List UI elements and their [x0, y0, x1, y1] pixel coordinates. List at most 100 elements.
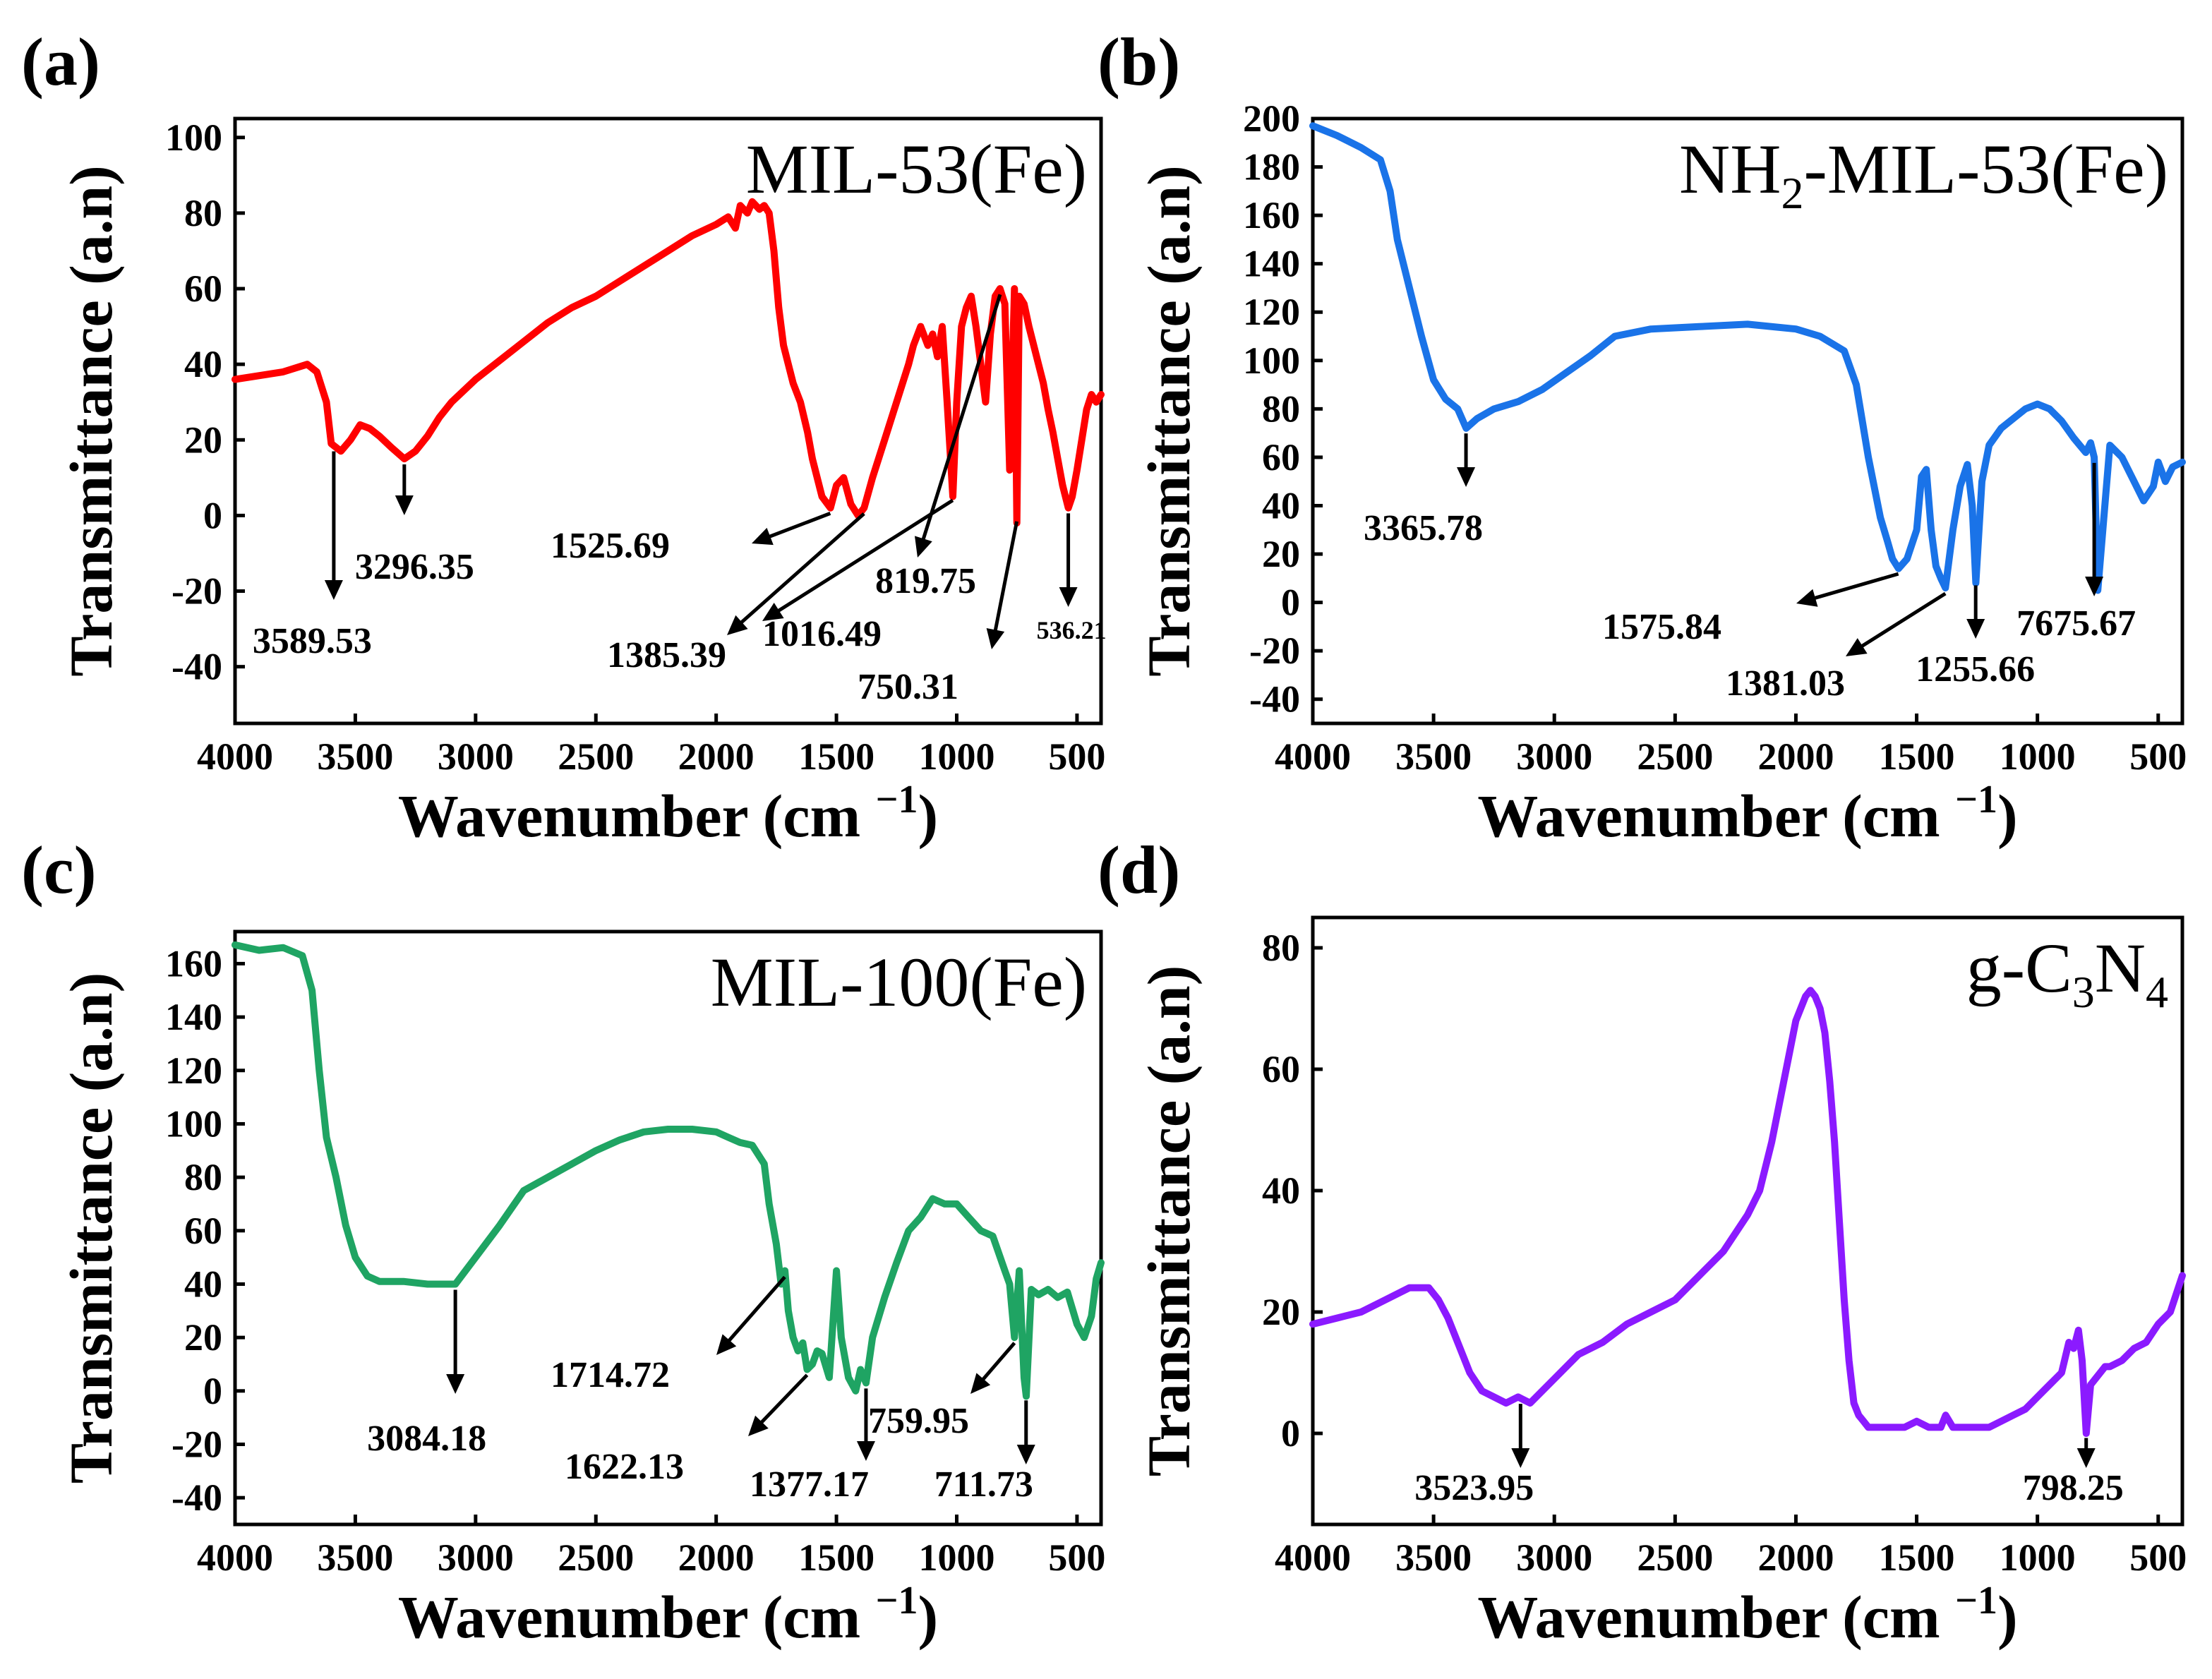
x-axis-label-superscript: −1	[1955, 778, 1997, 822]
y-tick-label: 180	[1243, 146, 1300, 188]
x-tick-label: 2000	[1757, 1536, 1834, 1579]
peak-annotation-label: 1385.39	[607, 635, 726, 675]
x-axis-label-close: )	[918, 1583, 939, 1651]
peak-annotation-label: 819.75	[875, 561, 976, 601]
x-tick-label: 500	[1048, 1536, 1105, 1579]
y-tick-label: 120	[165, 1049, 222, 1092]
x-tick-label: 2000	[678, 1536, 755, 1579]
spectrum-line-a	[232, 198, 1105, 527]
annotation-arrow	[757, 1373, 809, 1428]
y-tick-label: -40	[172, 646, 222, 688]
annotation-arrowhead	[1511, 1448, 1530, 1468]
plot-frame	[233, 116, 1103, 726]
x-tick-label: 1000	[2000, 1536, 2076, 1579]
annotation-arrowhead	[762, 603, 784, 621]
x-axis-label: Wavenumber (cm −1)	[1477, 1579, 2017, 1651]
panel-b: (b)4000 3500 3000 2500 2000 1500 1000 500-40-20…	[1098, 24, 2187, 850]
x-tick-label: 1000	[2000, 735, 2076, 778]
panel-label: (a)	[21, 24, 100, 100]
y-tick-label: 60	[184, 1210, 222, 1252]
y-tick-label: -20	[172, 1423, 222, 1465]
sample-title-part: MIL-100(Fe)	[711, 943, 1087, 1021]
annotation-arrow	[978, 1342, 1016, 1385]
x-axis-label-text: Wavenumber (cm	[398, 1583, 876, 1651]
panel-c: (c)4000 3500 3000 2500 2000 1500 1000 500-40-20…	[21, 832, 1105, 1651]
y-tick-label: -20	[1249, 630, 1300, 672]
annotation-arrow	[764, 512, 831, 541]
sample-title-part: g-C	[1966, 929, 2072, 1007]
x-axis-label-superscript: −1	[876, 1579, 918, 1623]
sample-title-subscript: 2	[1781, 168, 1803, 218]
y-tick-label: 80	[184, 192, 222, 234]
annotation-arrow	[992, 521, 1019, 636]
x-tick-label: 2500	[1637, 1536, 1713, 1579]
x-tick-label: 4000	[1275, 735, 1351, 778]
y-tick-label: 120	[1243, 291, 1300, 333]
x-axis-label-superscript: −1	[1955, 1579, 1997, 1623]
y-tick-label: 160	[1243, 194, 1300, 236]
x-tick-label: 500	[2129, 735, 2187, 778]
x-axis-label: Wavenumber (cm −1)	[398, 778, 938, 850]
peak-annotation-label: 711.73	[934, 1464, 1033, 1505]
panel-label: (c)	[21, 832, 97, 908]
annotation-arrow	[1809, 572, 1899, 601]
x-tick-label: 1500	[1879, 735, 1955, 778]
annotation-arrow	[920, 294, 1002, 545]
y-tick-label: 200	[1243, 97, 1300, 140]
annotation-arrowhead	[1457, 467, 1476, 487]
y-axis-label: Transmittance (a.n)	[57, 165, 125, 677]
x-tick-label: 3000	[1516, 1536, 1592, 1579]
annotation-arrowhead	[324, 580, 343, 600]
annotation-arrowhead	[1059, 587, 1078, 607]
annotation-arrowhead	[914, 536, 932, 558]
sample-title-part: MIL-53(Fe)	[746, 130, 1087, 208]
annotation-arrowhead	[395, 495, 414, 515]
plot-frame	[233, 929, 1103, 1527]
y-tick-label: 40	[184, 1263, 222, 1305]
spectrum-line-b	[1309, 122, 2186, 594]
x-tick-label: 3500	[1395, 1536, 1472, 1579]
annotation-arrowhead	[856, 1441, 875, 1461]
annotation-arrowhead	[1796, 589, 1818, 607]
y-tick-label: 100	[165, 1102, 222, 1145]
x-tick-label: 1000	[919, 735, 995, 778]
panel-label: (b)	[1098, 24, 1180, 100]
x-tick-label: 1500	[1879, 1536, 1955, 1579]
x-axis-label-superscript: −1	[876, 778, 918, 822]
y-tick-label: 20	[1262, 1291, 1300, 1333]
y-tick-label: 40	[1262, 1169, 1300, 1212]
plot-frame	[1311, 116, 2184, 726]
y-tick-label: 100	[1243, 339, 1300, 382]
y-axis-label: Transmittance (a.n)	[1135, 165, 1203, 677]
sample-title-subscript: 4	[2146, 967, 2168, 1017]
annotation-arrow	[736, 512, 865, 627]
x-tick-label: 3500	[1395, 735, 1472, 778]
annotation-arrow	[773, 498, 954, 615]
x-tick-label: 4000	[197, 735, 273, 778]
x-tick-label: 500	[1048, 735, 1105, 778]
sample-title: g-C3N4	[1966, 929, 2168, 1017]
y-tick-label: -40	[1249, 678, 1300, 721]
annotation-arrowhead	[446, 1374, 465, 1394]
panel-label: (d)	[1098, 832, 1180, 908]
y-tick-label: 60	[184, 267, 222, 310]
peak-annotation-label: 1255.66	[1916, 649, 2035, 690]
peak-annotation-label: 1714.72	[551, 1355, 670, 1395]
sample-title-part: N	[2095, 929, 2146, 1007]
y-tick-label: -40	[172, 1476, 222, 1519]
x-axis-label-close: )	[1997, 782, 2018, 850]
y-tick-label: 0	[1281, 1412, 1300, 1455]
plot-frame	[1311, 915, 2184, 1527]
y-axis-label: Transmittance (a.n)	[57, 973, 125, 1484]
peak-annotation-label: 7675.67	[2016, 603, 2136, 644]
sample-title-part: -MIL-53(Fe)	[1803, 130, 2168, 208]
y-tick-label: 100	[165, 116, 222, 159]
y-tick-label: 80	[1262, 387, 1300, 430]
x-tick-label: 1500	[798, 1536, 874, 1579]
spectrum-line-d	[1309, 987, 2186, 1437]
x-axis-label-text: Wavenumber (cm	[398, 782, 876, 850]
x-tick-label: 4000	[1275, 1536, 1351, 1579]
peak-annotation-label: 798.25	[2023, 1468, 2124, 1508]
annotation-arrowhead	[1846, 638, 1868, 656]
peak-annotation-label: 1016.49	[762, 614, 882, 654]
